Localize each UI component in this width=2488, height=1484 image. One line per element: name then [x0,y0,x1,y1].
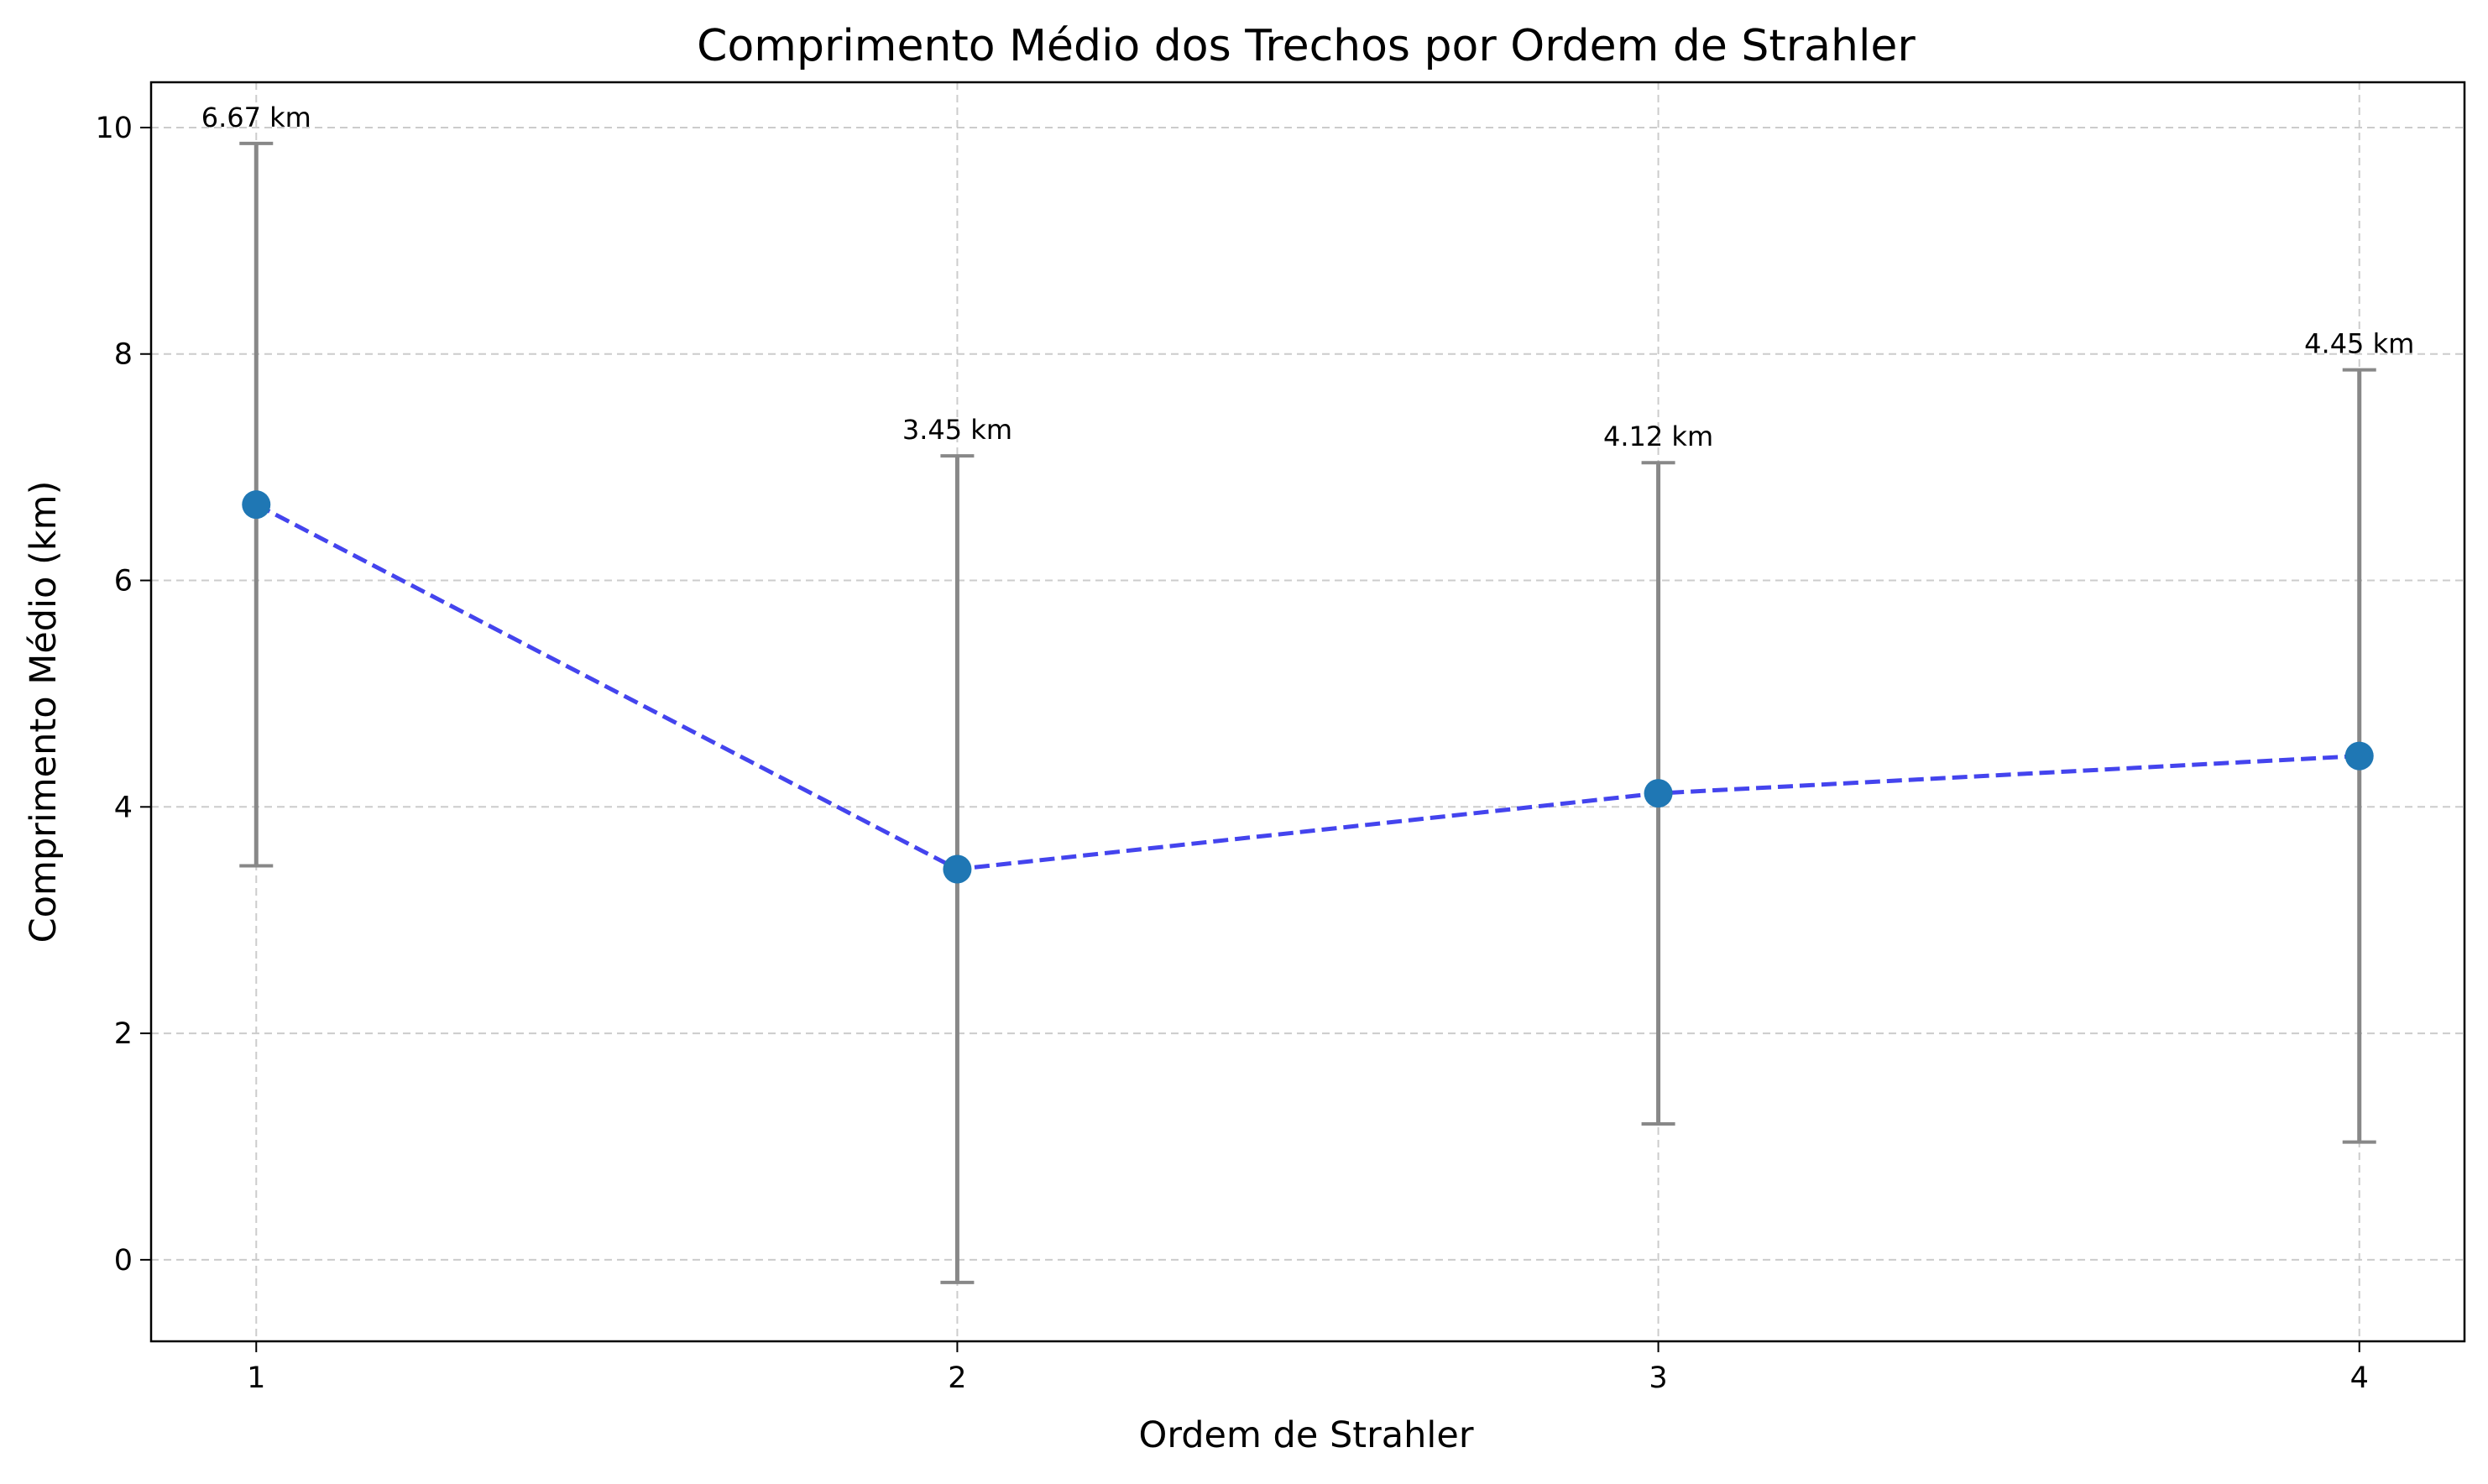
tick-layer: 1 2 3 4 0 2 4 6 8 10 [95,112,2368,1395]
data-label: 4.12 km [1603,421,1713,452]
y-tick-label: 2 [114,1017,133,1051]
x-tick-label: 1 [247,1361,265,1395]
marker-layer [242,490,2374,884]
y-tick-label: 8 [114,338,133,372]
line-layer [255,502,2360,872]
data-point [1644,779,1673,808]
plot-frame [149,81,2466,1343]
y-tick-label: 10 [95,112,133,145]
y-axis-label: Comprimento Médio (km) [23,481,65,943]
data-point [2344,741,2374,771]
x-tick-label: 4 [2350,1361,2369,1395]
x-tick-label: 3 [1649,1361,1667,1395]
label-layer: 6.67 km 3.45 km 4.12 km 4.45 km [201,102,2415,452]
data-point [943,854,972,884]
data-label: 3.45 km [902,414,1012,446]
data-label: 4.45 km [2304,328,2414,360]
x-axis-label: Ordem de Strahler [1138,1414,1473,1456]
y-tick-label: 4 [114,791,133,824]
series-line [255,502,2360,872]
chart-title: Comprimento Médio dos Trechos por Ordem … [697,21,1916,71]
data-point [242,490,271,520]
y-tick-label: 0 [114,1244,133,1278]
x-tick-label: 2 [948,1361,966,1395]
data-label: 6.67 km [201,102,311,133]
y-tick-label: 6 [114,565,133,598]
